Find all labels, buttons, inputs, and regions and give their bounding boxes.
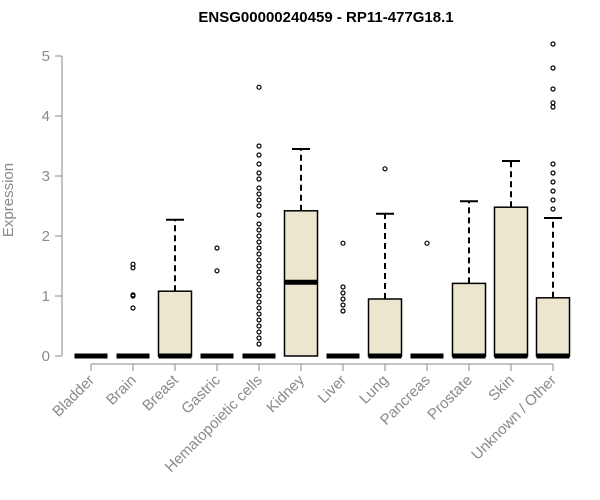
outlier-point <box>256 203 262 209</box>
outlier-point <box>550 179 556 185</box>
outlier-point <box>256 197 262 203</box>
outlier-point <box>340 290 346 296</box>
outlier-point <box>256 299 262 305</box>
boxes <box>74 41 571 359</box>
box-5 <box>242 84 276 359</box>
outlier-point <box>382 166 388 172</box>
outlier-point <box>256 191 262 197</box>
outlier-point <box>550 206 556 212</box>
outlier-point <box>340 296 346 302</box>
outlier-point <box>550 100 556 106</box>
outlier-point <box>214 245 220 251</box>
chart-title: ENSG00000240459 - RP11-477G18.1 <box>198 9 453 26</box>
outlier-point <box>340 240 346 246</box>
outlier-point <box>256 341 262 347</box>
outlier-point <box>130 292 136 298</box>
outlier-point <box>256 275 262 281</box>
outlier-point <box>256 245 262 251</box>
outlier-point <box>340 302 346 308</box>
outlier-point <box>256 263 262 269</box>
outlier-point <box>256 84 262 90</box>
box-body <box>451 282 487 357</box>
y-tick-label-1: 1 <box>42 288 50 305</box>
outlier-point <box>256 227 262 233</box>
x-tick-label: Breast <box>139 371 182 414</box>
outlier-point <box>256 143 262 149</box>
outlier-point <box>550 104 556 110</box>
x-tick-label: Bladder <box>49 372 98 421</box>
outlier-point <box>256 335 262 341</box>
outlier-point <box>550 86 556 92</box>
outlier-point <box>130 261 136 267</box>
outlier-point <box>256 293 262 299</box>
box-9 <box>410 240 444 359</box>
box-3 <box>157 218 193 359</box>
box-8 <box>367 166 403 359</box>
outlier-point <box>256 239 262 245</box>
outlier-point <box>256 317 262 323</box>
outlier-point <box>256 287 262 293</box>
y-tick-label-0: 0 <box>42 348 50 365</box>
outlier-point <box>256 323 262 329</box>
box-body <box>535 297 571 357</box>
box-4 <box>200 245 234 359</box>
outlier-point <box>256 311 262 317</box>
box-2 <box>116 261 150 359</box>
outlier-point <box>256 233 262 239</box>
box-12 <box>535 41 571 359</box>
outlier-point <box>256 305 262 311</box>
x-tick-label: Liver <box>315 372 350 407</box>
outlier-point <box>550 188 556 194</box>
x-tick-label: Kidney <box>263 371 308 416</box>
y-axis: 0 1 2 3 4 5 <box>42 48 63 365</box>
outlier-point <box>130 305 136 311</box>
outlier-point <box>256 185 262 191</box>
outlier-point <box>256 170 262 176</box>
outlier-point <box>550 197 556 203</box>
y-axis-label: Expression <box>0 163 17 237</box>
y-tick-label-3: 3 <box>42 168 50 185</box>
box-11 <box>493 160 529 359</box>
y-tick-label-2: 2 <box>42 228 50 245</box>
outlier-point <box>550 41 556 47</box>
outlier-point <box>256 329 262 335</box>
outlier-point <box>340 284 346 290</box>
x-tick-label: Skin <box>485 372 518 405</box>
outlier-point <box>256 152 262 158</box>
outlier-point <box>256 281 262 287</box>
outlier-point <box>256 257 262 263</box>
x-tick-label: Lung <box>356 372 392 408</box>
outlier-point <box>256 221 262 227</box>
x-tick-label: Prostate <box>424 372 476 424</box>
outlier-point <box>256 212 262 218</box>
outlier-point <box>550 170 556 176</box>
y-tick-label-5: 5 <box>42 48 50 65</box>
y-tick-label-4: 4 <box>42 108 50 125</box>
outlier-point <box>256 269 262 275</box>
outlier-point <box>424 240 430 246</box>
x-tick-label: Brain <box>103 372 140 409</box>
outlier-point <box>214 268 220 274</box>
box-body <box>157 290 193 357</box>
box-6 <box>283 148 319 357</box>
box-10 <box>451 200 487 359</box>
box-body <box>367 298 403 357</box>
box-body <box>493 206 529 357</box>
box-7 <box>326 240 360 359</box>
outlier-point <box>550 65 556 71</box>
outlier-point <box>256 176 262 182</box>
outlier-point <box>550 161 556 167</box>
outlier-point <box>256 161 262 167</box>
outlier-point <box>256 251 262 257</box>
outlier-point <box>340 308 346 314</box>
